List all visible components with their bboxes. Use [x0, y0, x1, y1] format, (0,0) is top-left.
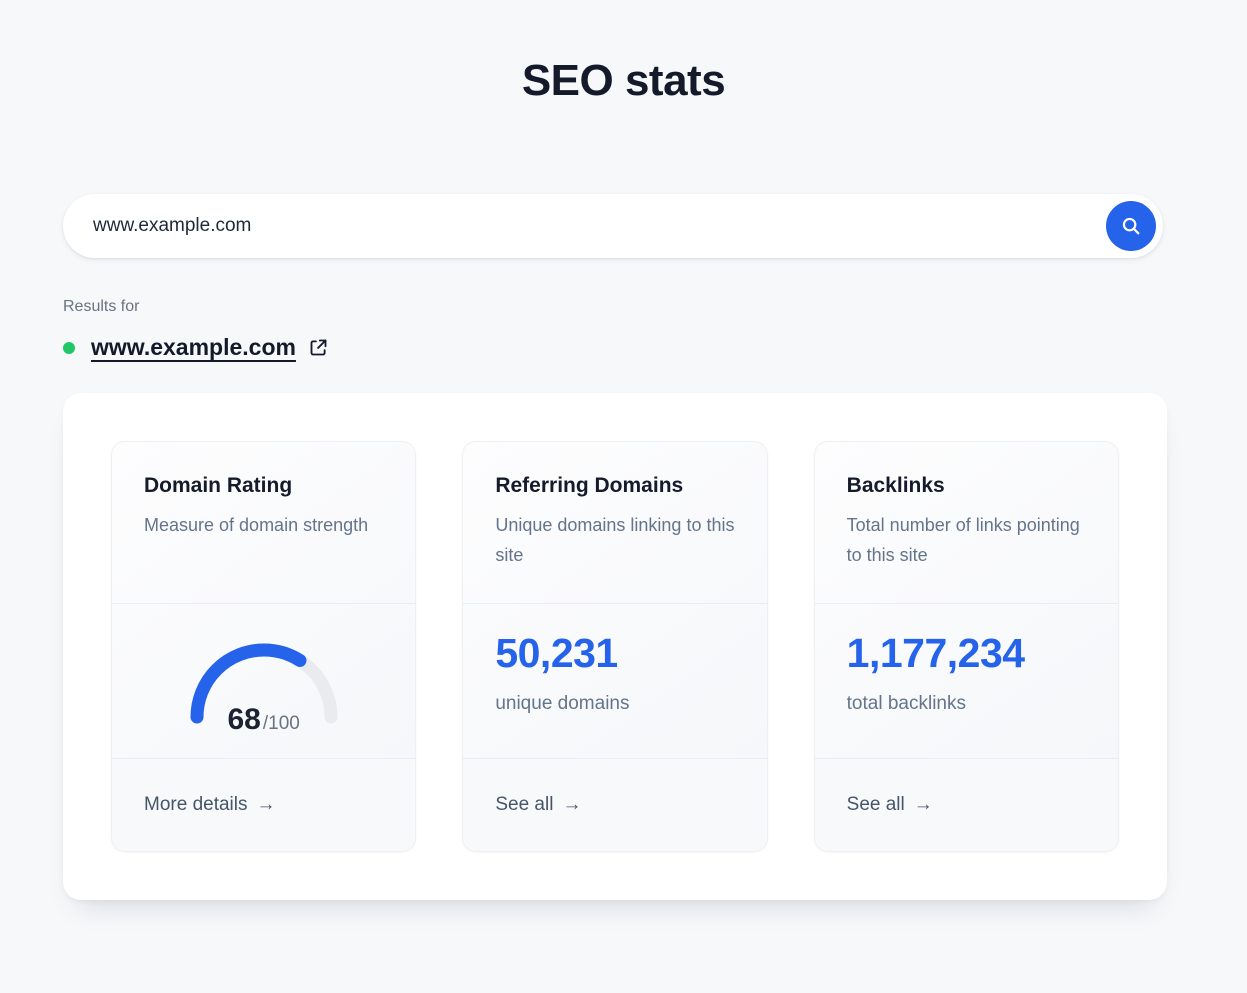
card-subtitle: Measure of domain strength: [144, 515, 369, 535]
search-button[interactable]: [1106, 201, 1156, 251]
footer-label: See all: [846, 794, 905, 815]
arrow-right-icon: →: [913, 794, 933, 815]
referring-domains-value: 50,231: [495, 630, 618, 676]
backlinks-label: total backlinks: [846, 693, 966, 714]
external-link-icon[interactable]: [308, 337, 329, 358]
status-dot: [63, 341, 75, 354]
card-body: 68 /100: [112, 604, 416, 759]
card-title: Domain Rating: [144, 474, 293, 497]
card-body: 50,231 unique domains: [463, 604, 767, 759]
backlinks-value: 1,177,234: [846, 630, 1025, 676]
card-header: Referring Domains Unique domains linking…: [463, 442, 767, 604]
footer-label: See all: [495, 794, 554, 815]
gauge-text: 68 /100: [227, 703, 299, 737]
card-domain-rating: Domain Rating Measure of domain strength…: [111, 441, 417, 852]
results-for-label: Results for: [63, 298, 140, 315]
domain-rating-gauge: 68 /100: [179, 634, 349, 736]
see-all-referring-domains-link[interactable]: See all →: [463, 759, 767, 851]
page-title: SEO stats: [521, 56, 726, 105]
see-all-backlinks-link[interactable]: See all →: [814, 759, 1118, 851]
more-details-link[interactable]: More details →: [112, 759, 416, 851]
seo-stats-page: SEO stats Results for www.example.com: [63, 56, 1167, 900]
card-subtitle: Total number of links pointing to this s…: [846, 515, 1080, 565]
result-link[interactable]: www.example.com: [91, 334, 296, 360]
stats-panel: Domain Rating Measure of domain strength…: [63, 393, 1167, 900]
search-input[interactable]: [93, 215, 1106, 237]
card-header: Domain Rating Measure of domain strength: [112, 442, 416, 604]
card-backlinks: Backlinks Total number of links pointing…: [813, 441, 1119, 852]
card-title: Backlinks: [846, 474, 945, 497]
search-icon: [1120, 215, 1142, 237]
gauge-max: /100: [262, 713, 300, 734]
gauge-value: 68: [227, 703, 261, 736]
arrow-right-icon: →: [562, 794, 582, 815]
result-row: www.example.com: [63, 334, 1167, 361]
search-bar: [63, 194, 1163, 258]
gauge-progress-arc: [190, 643, 338, 724]
arrow-right-icon: →: [256, 794, 276, 815]
card-referring-domains: Referring Domains Unique domains linking…: [462, 441, 768, 852]
footer-label: More details: [144, 794, 248, 815]
card-header: Backlinks Total number of links pointing…: [814, 442, 1118, 604]
card-subtitle: Unique domains linking to this site: [495, 515, 735, 565]
referring-domains-label: unique domains: [495, 693, 630, 714]
card-title: Referring Domains: [495, 474, 684, 497]
card-body: 1,177,234 total backlinks: [814, 604, 1118, 759]
